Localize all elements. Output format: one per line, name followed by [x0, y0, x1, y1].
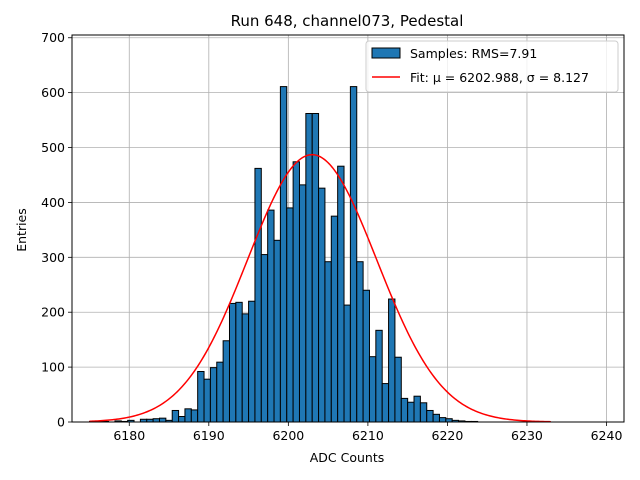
histogram-bar [286, 207, 294, 423]
y-tick-label: 400 [41, 195, 65, 210]
histogram-bar [222, 340, 230, 423]
histogram-bar [419, 402, 428, 423]
y-axis-label: Entries [14, 208, 29, 252]
histogram-bar [203, 378, 211, 423]
legend: Samples: RMS=7.91 Fit: μ = 6202.988, σ =… [365, 40, 619, 93]
histogram-bar [356, 261, 364, 423]
histogram-bar [381, 383, 390, 423]
y-tick-label: 100 [41, 360, 65, 375]
histogram-bar [330, 215, 339, 423]
histogram-bar [375, 329, 383, 423]
histogram-bar [400, 397, 409, 423]
histogram-bar [368, 356, 377, 423]
histogram-bar [413, 395, 421, 423]
y-tick-label: 700 [41, 30, 65, 45]
histogram-bar [305, 112, 313, 423]
legend-label-samples: Samples: RMS=7.91 [410, 46, 537, 61]
histogram-bar [273, 239, 281, 423]
histogram-bar [171, 409, 180, 423]
histogram-bar [362, 289, 370, 423]
histogram-bar [197, 370, 205, 423]
x-axis-label: ADC Counts [310, 450, 385, 465]
histogram-bar [209, 367, 218, 423]
fit-curve [89, 153, 551, 423]
histogram-bar [267, 209, 275, 423]
histogram-bar [279, 86, 288, 423]
x-tick-label: 6200 [272, 428, 304, 443]
histogram-bar [216, 361, 224, 423]
histogram-bar [254, 167, 262, 423]
histogram-bar [318, 187, 326, 423]
histogram-bar [298, 184, 307, 423]
x-tick-label: 6180 [113, 428, 145, 443]
histogram-bar [158, 417, 167, 423]
histogram-bar [248, 300, 256, 423]
x-tick-label: 6210 [352, 428, 384, 443]
x-tick-label: 6230 [511, 428, 543, 443]
legend-label-fit: Fit: μ = 6202.988, σ = 8.127 [410, 70, 589, 85]
x-tick-label: 6220 [432, 428, 464, 443]
legend-bar-swatch [371, 47, 401, 59]
x-tick-label: 6240 [591, 428, 623, 443]
histogram-bar [432, 413, 440, 423]
plot-frame [71, 34, 625, 423]
histogram-bar [394, 356, 402, 423]
histogram-bar [241, 313, 250, 423]
histogram-bar [337, 165, 345, 423]
histogram-bar [178, 416, 186, 423]
histogram-bar [228, 302, 237, 423]
histogram-bar [260, 254, 269, 423]
legend-box [365, 40, 619, 93]
histogram-bar [292, 161, 300, 423]
y-tick-label: 300 [41, 250, 65, 265]
x-tick-label: 6190 [193, 428, 225, 443]
y-tick-label: 0 [57, 415, 65, 430]
chart-title: Run 648, channel073, Pedestal [231, 12, 464, 30]
histogram-bar [324, 261, 332, 423]
y-tick-label: 600 [41, 85, 65, 100]
histogram-bar [235, 301, 243, 423]
y-tick-label: 500 [41, 140, 65, 155]
histogram-bar [426, 409, 434, 423]
y-tick-label: 200 [41, 305, 65, 320]
histogram-bar [407, 401, 415, 423]
histogram-bar [349, 86, 358, 423]
histogram-bar [388, 298, 396, 423]
x-axis-ticks: 6180 6190 6200 6210 6220 6230 6240 [113, 422, 622, 443]
histogram-bar [311, 112, 320, 423]
histogram-bar [438, 417, 447, 423]
y-axis-ticks: 0 100 200 300 400 500 600 700 [41, 30, 72, 430]
histogram-bar [184, 408, 192, 423]
histogram-bar [343, 304, 351, 423]
histogram-bar [190, 409, 199, 423]
